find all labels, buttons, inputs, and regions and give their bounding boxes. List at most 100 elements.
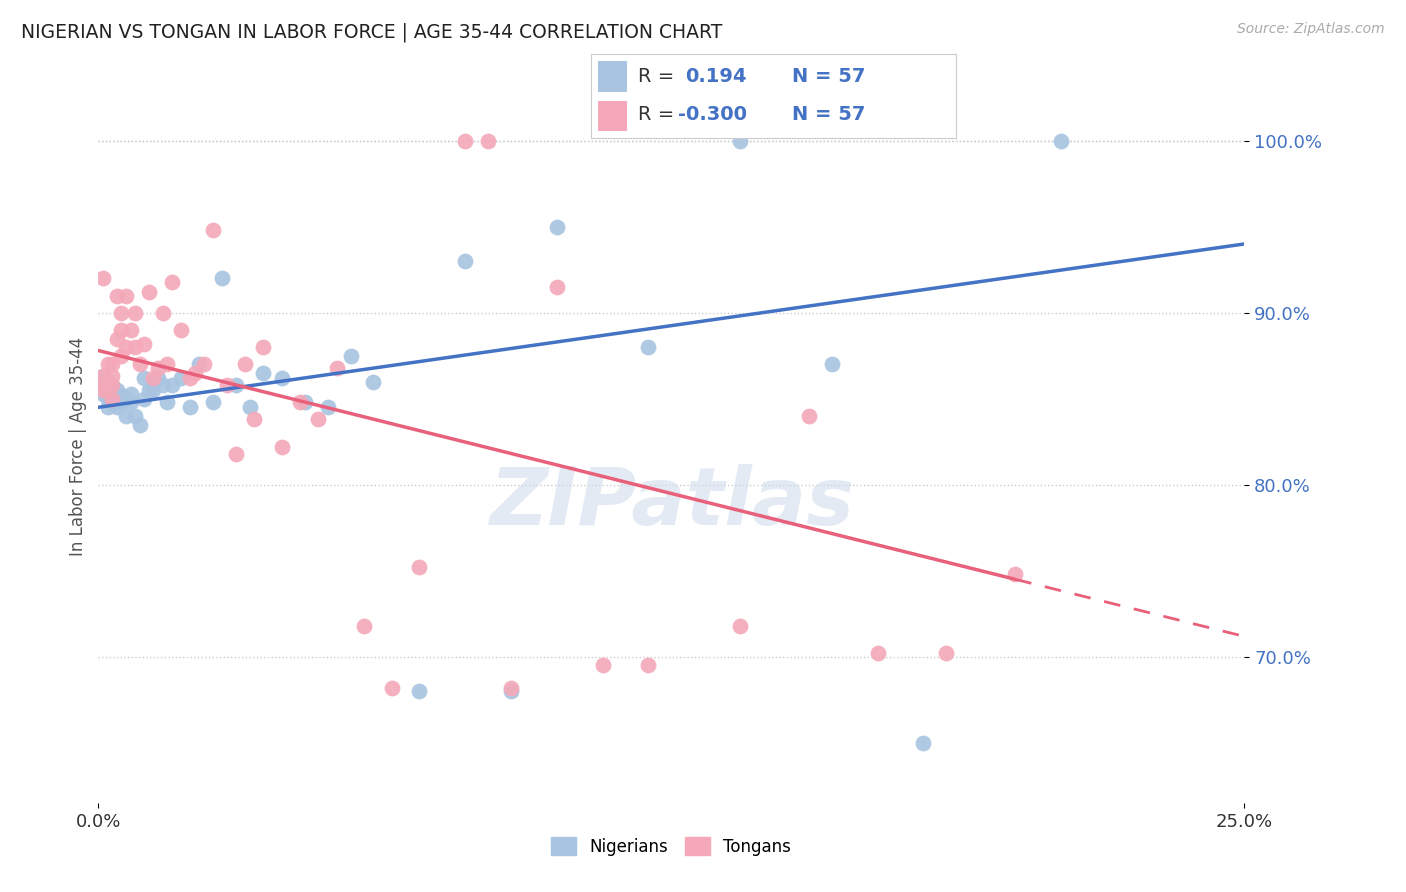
Point xyxy=(124,306,146,320)
Point xyxy=(307,412,329,426)
Point xyxy=(202,223,225,237)
Point xyxy=(499,681,522,695)
Point xyxy=(91,271,114,285)
Point xyxy=(101,378,124,392)
Point xyxy=(288,395,311,409)
Point xyxy=(252,340,274,354)
Point xyxy=(821,357,844,371)
Point xyxy=(128,357,150,371)
Point xyxy=(339,349,361,363)
Point xyxy=(353,618,375,632)
Point xyxy=(97,401,120,415)
Point xyxy=(120,323,142,337)
FancyBboxPatch shape xyxy=(598,101,627,131)
Point xyxy=(91,383,114,397)
Point xyxy=(243,412,266,426)
Point xyxy=(91,386,114,401)
Point xyxy=(408,560,430,574)
Point xyxy=(101,386,124,401)
Point xyxy=(170,323,193,337)
Text: ZIPatlas: ZIPatlas xyxy=(489,464,853,542)
Point xyxy=(105,395,128,409)
Point xyxy=(156,395,179,409)
Point xyxy=(239,401,262,415)
Point xyxy=(105,401,128,415)
Point xyxy=(225,447,247,461)
Point xyxy=(326,360,349,375)
Point xyxy=(110,349,132,363)
Point xyxy=(935,646,957,660)
Point xyxy=(97,375,120,389)
Point xyxy=(115,409,138,423)
Point xyxy=(1050,134,1073,148)
Point xyxy=(454,134,477,148)
Point xyxy=(101,369,124,384)
Point xyxy=(101,383,124,397)
Point xyxy=(115,392,138,406)
Point xyxy=(546,219,568,234)
Point xyxy=(91,369,114,384)
Point xyxy=(120,386,142,401)
Point xyxy=(160,378,183,392)
Point xyxy=(381,681,404,695)
Point xyxy=(408,684,430,698)
Point xyxy=(110,323,132,337)
Point xyxy=(363,375,385,389)
Point xyxy=(97,383,120,397)
Point xyxy=(91,383,114,397)
Point xyxy=(101,392,124,406)
Point xyxy=(797,409,820,423)
Point xyxy=(146,360,169,375)
Point xyxy=(152,378,174,392)
Point xyxy=(142,371,165,385)
Point xyxy=(91,375,114,389)
Point xyxy=(97,375,120,389)
Point xyxy=(215,378,238,392)
Point xyxy=(146,371,169,385)
Point xyxy=(454,254,477,268)
Point xyxy=(115,288,138,302)
Point xyxy=(138,285,160,299)
Point xyxy=(101,378,124,392)
Point xyxy=(91,378,114,392)
Point xyxy=(546,280,568,294)
Point xyxy=(97,357,120,371)
Point xyxy=(728,618,751,632)
Point xyxy=(115,340,138,354)
Point xyxy=(1004,567,1026,582)
Text: 0.194: 0.194 xyxy=(686,67,747,86)
Point xyxy=(183,366,205,380)
Point xyxy=(270,371,292,385)
Point xyxy=(134,336,156,351)
Point xyxy=(316,401,339,415)
Text: N = 57: N = 57 xyxy=(792,105,865,124)
Point xyxy=(170,371,193,385)
Point xyxy=(592,658,614,673)
Point xyxy=(97,388,120,402)
Point xyxy=(912,736,935,750)
Point xyxy=(105,332,128,346)
Point xyxy=(270,440,292,454)
Point xyxy=(120,395,142,409)
Point xyxy=(91,378,114,392)
Legend: Nigerians, Tongans: Nigerians, Tongans xyxy=(544,830,799,863)
Point xyxy=(179,401,201,415)
Text: N = 57: N = 57 xyxy=(792,67,865,86)
Point xyxy=(637,658,659,673)
FancyBboxPatch shape xyxy=(598,62,627,92)
Point xyxy=(1187,838,1209,853)
Point xyxy=(477,134,499,148)
Point xyxy=(202,395,225,409)
Point xyxy=(105,383,128,397)
Point xyxy=(105,288,128,302)
Text: R =: R = xyxy=(638,67,686,86)
Point xyxy=(124,409,146,423)
Point xyxy=(110,395,132,409)
Point xyxy=(152,306,174,320)
Point xyxy=(193,357,215,371)
Point xyxy=(728,134,751,148)
Point xyxy=(97,383,120,397)
Text: -0.300: -0.300 xyxy=(678,105,747,124)
Point xyxy=(124,340,146,354)
Point xyxy=(142,383,165,397)
